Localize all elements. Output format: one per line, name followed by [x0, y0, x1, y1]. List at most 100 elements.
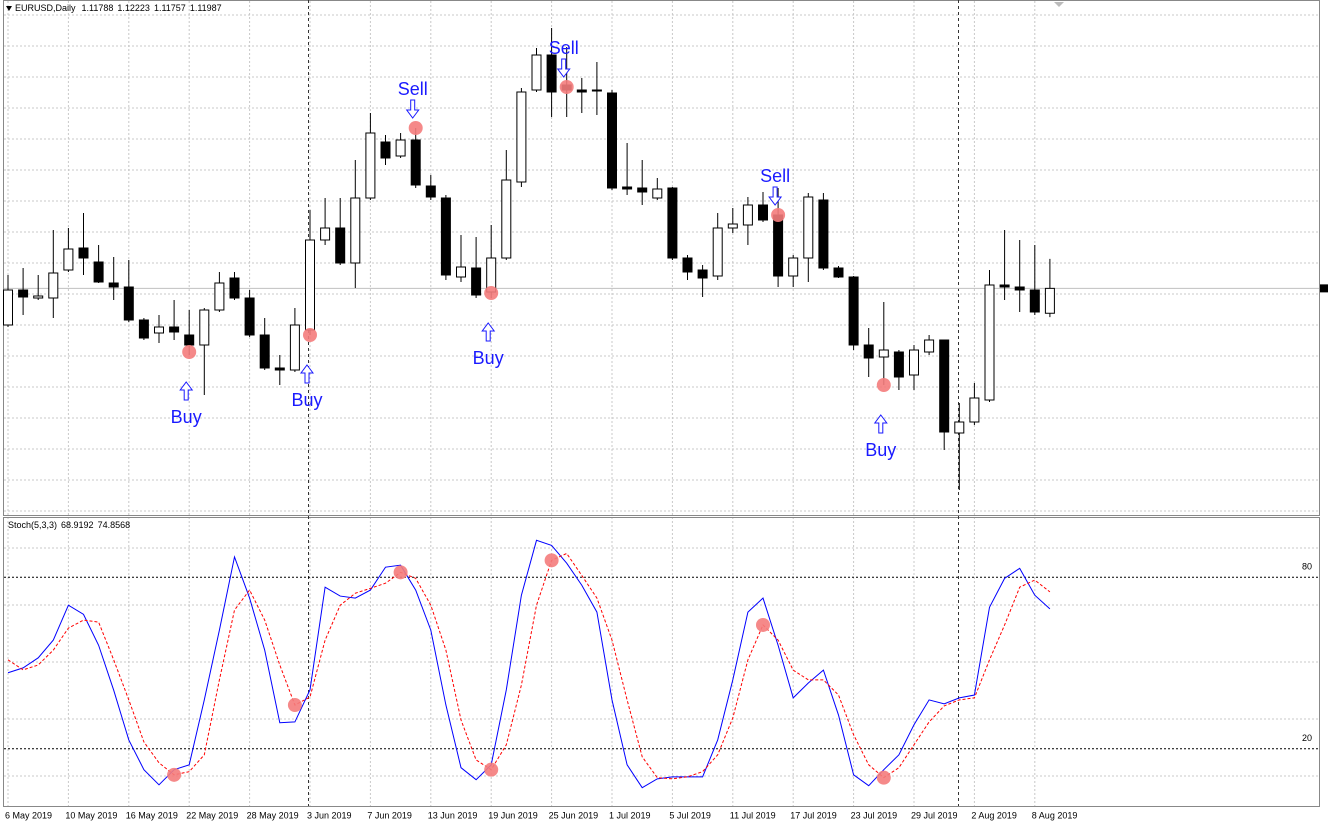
- x-tick-label: 1 Jul 2019: [609, 810, 651, 820]
- menu-triangle: [6, 6, 12, 11]
- candle-body: [546, 54, 557, 93]
- main-header: EURUSD,Daily 1.11788 1.12223 1.11757 1.11987: [15, 3, 222, 13]
- candle-body: [3, 289, 13, 326]
- signal-label: Buy: [291, 390, 322, 410]
- candle-body: [184, 334, 195, 346]
- stoch-signal-dot: [287, 698, 302, 713]
- candle-body: [395, 139, 406, 157]
- x-tick-label: 23 Jul 2019: [851, 810, 898, 820]
- candle-body: [48, 272, 59, 299]
- signal-label: Sell: [760, 166, 790, 186]
- candle-body: [440, 197, 451, 276]
- candle-body: [350, 197, 361, 264]
- candle-body: [410, 139, 421, 186]
- candle-body: [1044, 287, 1055, 314]
- x-tick-label: 19 Jun 2019: [488, 810, 538, 820]
- candle-body: [954, 421, 965, 434]
- x-tick-label: 16 May 2019: [126, 810, 178, 820]
- candle-body: [727, 223, 738, 229]
- candle-body: [576, 89, 587, 93]
- candle-body: [320, 227, 331, 241]
- candle-body: [682, 257, 693, 273]
- signal-dot: [303, 328, 317, 342]
- x-tick-label: 6 May 2019: [5, 810, 52, 820]
- signal-dot: [559, 80, 574, 94]
- header-close: 1.11987: [190, 3, 222, 13]
- candle-body: [531, 54, 542, 91]
- signal-arrow: [768, 186, 783, 206]
- candle-body: [909, 349, 919, 376]
- candle-body: [924, 339, 935, 353]
- candle-body: [999, 284, 1010, 288]
- stoch-signal-dot: [876, 770, 891, 785]
- header-high: 1.12223: [117, 3, 150, 13]
- candle-body: [289, 324, 300, 371]
- candle-body: [259, 334, 270, 369]
- candle-body: [1029, 289, 1040, 313]
- stoch-line: [7, 552, 1051, 780]
- chart-shift-marker: [1054, 2, 1064, 7]
- candle-body: [863, 344, 874, 359]
- signal-arrow: [405, 99, 420, 119]
- grid: [4, 1, 1319, 806]
- candle-body: [199, 309, 210, 346]
- candle-body: [456, 266, 466, 278]
- x-tick-label: 2 Aug 2019: [971, 810, 1017, 820]
- signal-arrow: [481, 322, 496, 342]
- candle-body: [848, 276, 859, 346]
- candle-body: [169, 326, 180, 333]
- candle-body: [878, 349, 889, 358]
- stoch-line: [7, 539, 1051, 789]
- candle-body: [607, 92, 617, 189]
- x-tick-label: 10 May 2019: [65, 810, 117, 820]
- x-tick-label: 8 Aug 2019: [1032, 810, 1078, 820]
- stoch-signal-dot: [544, 553, 559, 568]
- stoch-signal-dot: [756, 617, 770, 632]
- candle-body: [229, 277, 240, 299]
- candle-body: [123, 286, 134, 321]
- candle-body: [984, 284, 995, 401]
- candle-body: [138, 319, 149, 339]
- candle-body: [365, 132, 376, 199]
- candle-body: [758, 204, 768, 221]
- signal-label: Sell: [398, 79, 428, 99]
- candle-body: [335, 227, 346, 264]
- header-low: 1.11757: [154, 3, 186, 13]
- candle-body: [637, 187, 648, 193]
- candle-body: [712, 227, 723, 277]
- x-tick-label: 22 May 2019: [186, 810, 238, 820]
- candle-body: [108, 282, 119, 288]
- stoch-signal-dot: [167, 767, 182, 782]
- x-tick-label: 28 May 2019: [247, 810, 299, 820]
- candle-body: [652, 188, 663, 199]
- candle-body: [214, 282, 225, 311]
- candle-body: [425, 185, 436, 198]
- candle-body: [501, 179, 512, 259]
- x-tick-label: 3 Jun 2019: [307, 810, 352, 820]
- signal-label: Sell: [549, 38, 579, 58]
- candle-body: [516, 91, 527, 183]
- candle-body: [788, 257, 799, 277]
- signal-dot: [408, 121, 423, 135]
- price-marker: [1320, 284, 1328, 293]
- candle-body: [818, 199, 829, 269]
- stoch-signal-dot: [393, 565, 408, 580]
- main-panel-border: [3, 0, 1320, 516]
- x-tick-label: 25 Jun 2019: [549, 810, 599, 820]
- candle-body: [93, 261, 104, 283]
- candle-body: [78, 247, 89, 259]
- level-label: 20: [1302, 733, 1312, 743]
- candle-body: [667, 187, 678, 259]
- candle-body: [697, 269, 708, 279]
- stoch-main-value: 68.9192: [61, 520, 94, 530]
- signal-arrow: [556, 58, 571, 78]
- candle-body: [244, 297, 255, 336]
- signal-label: Buy: [473, 348, 504, 368]
- candle-body: [773, 214, 784, 277]
- candle-body: [622, 186, 633, 190]
- signal-arrow: [300, 364, 314, 384]
- stoch-signal-dot: [484, 762, 499, 777]
- candle-body: [893, 351, 904, 378]
